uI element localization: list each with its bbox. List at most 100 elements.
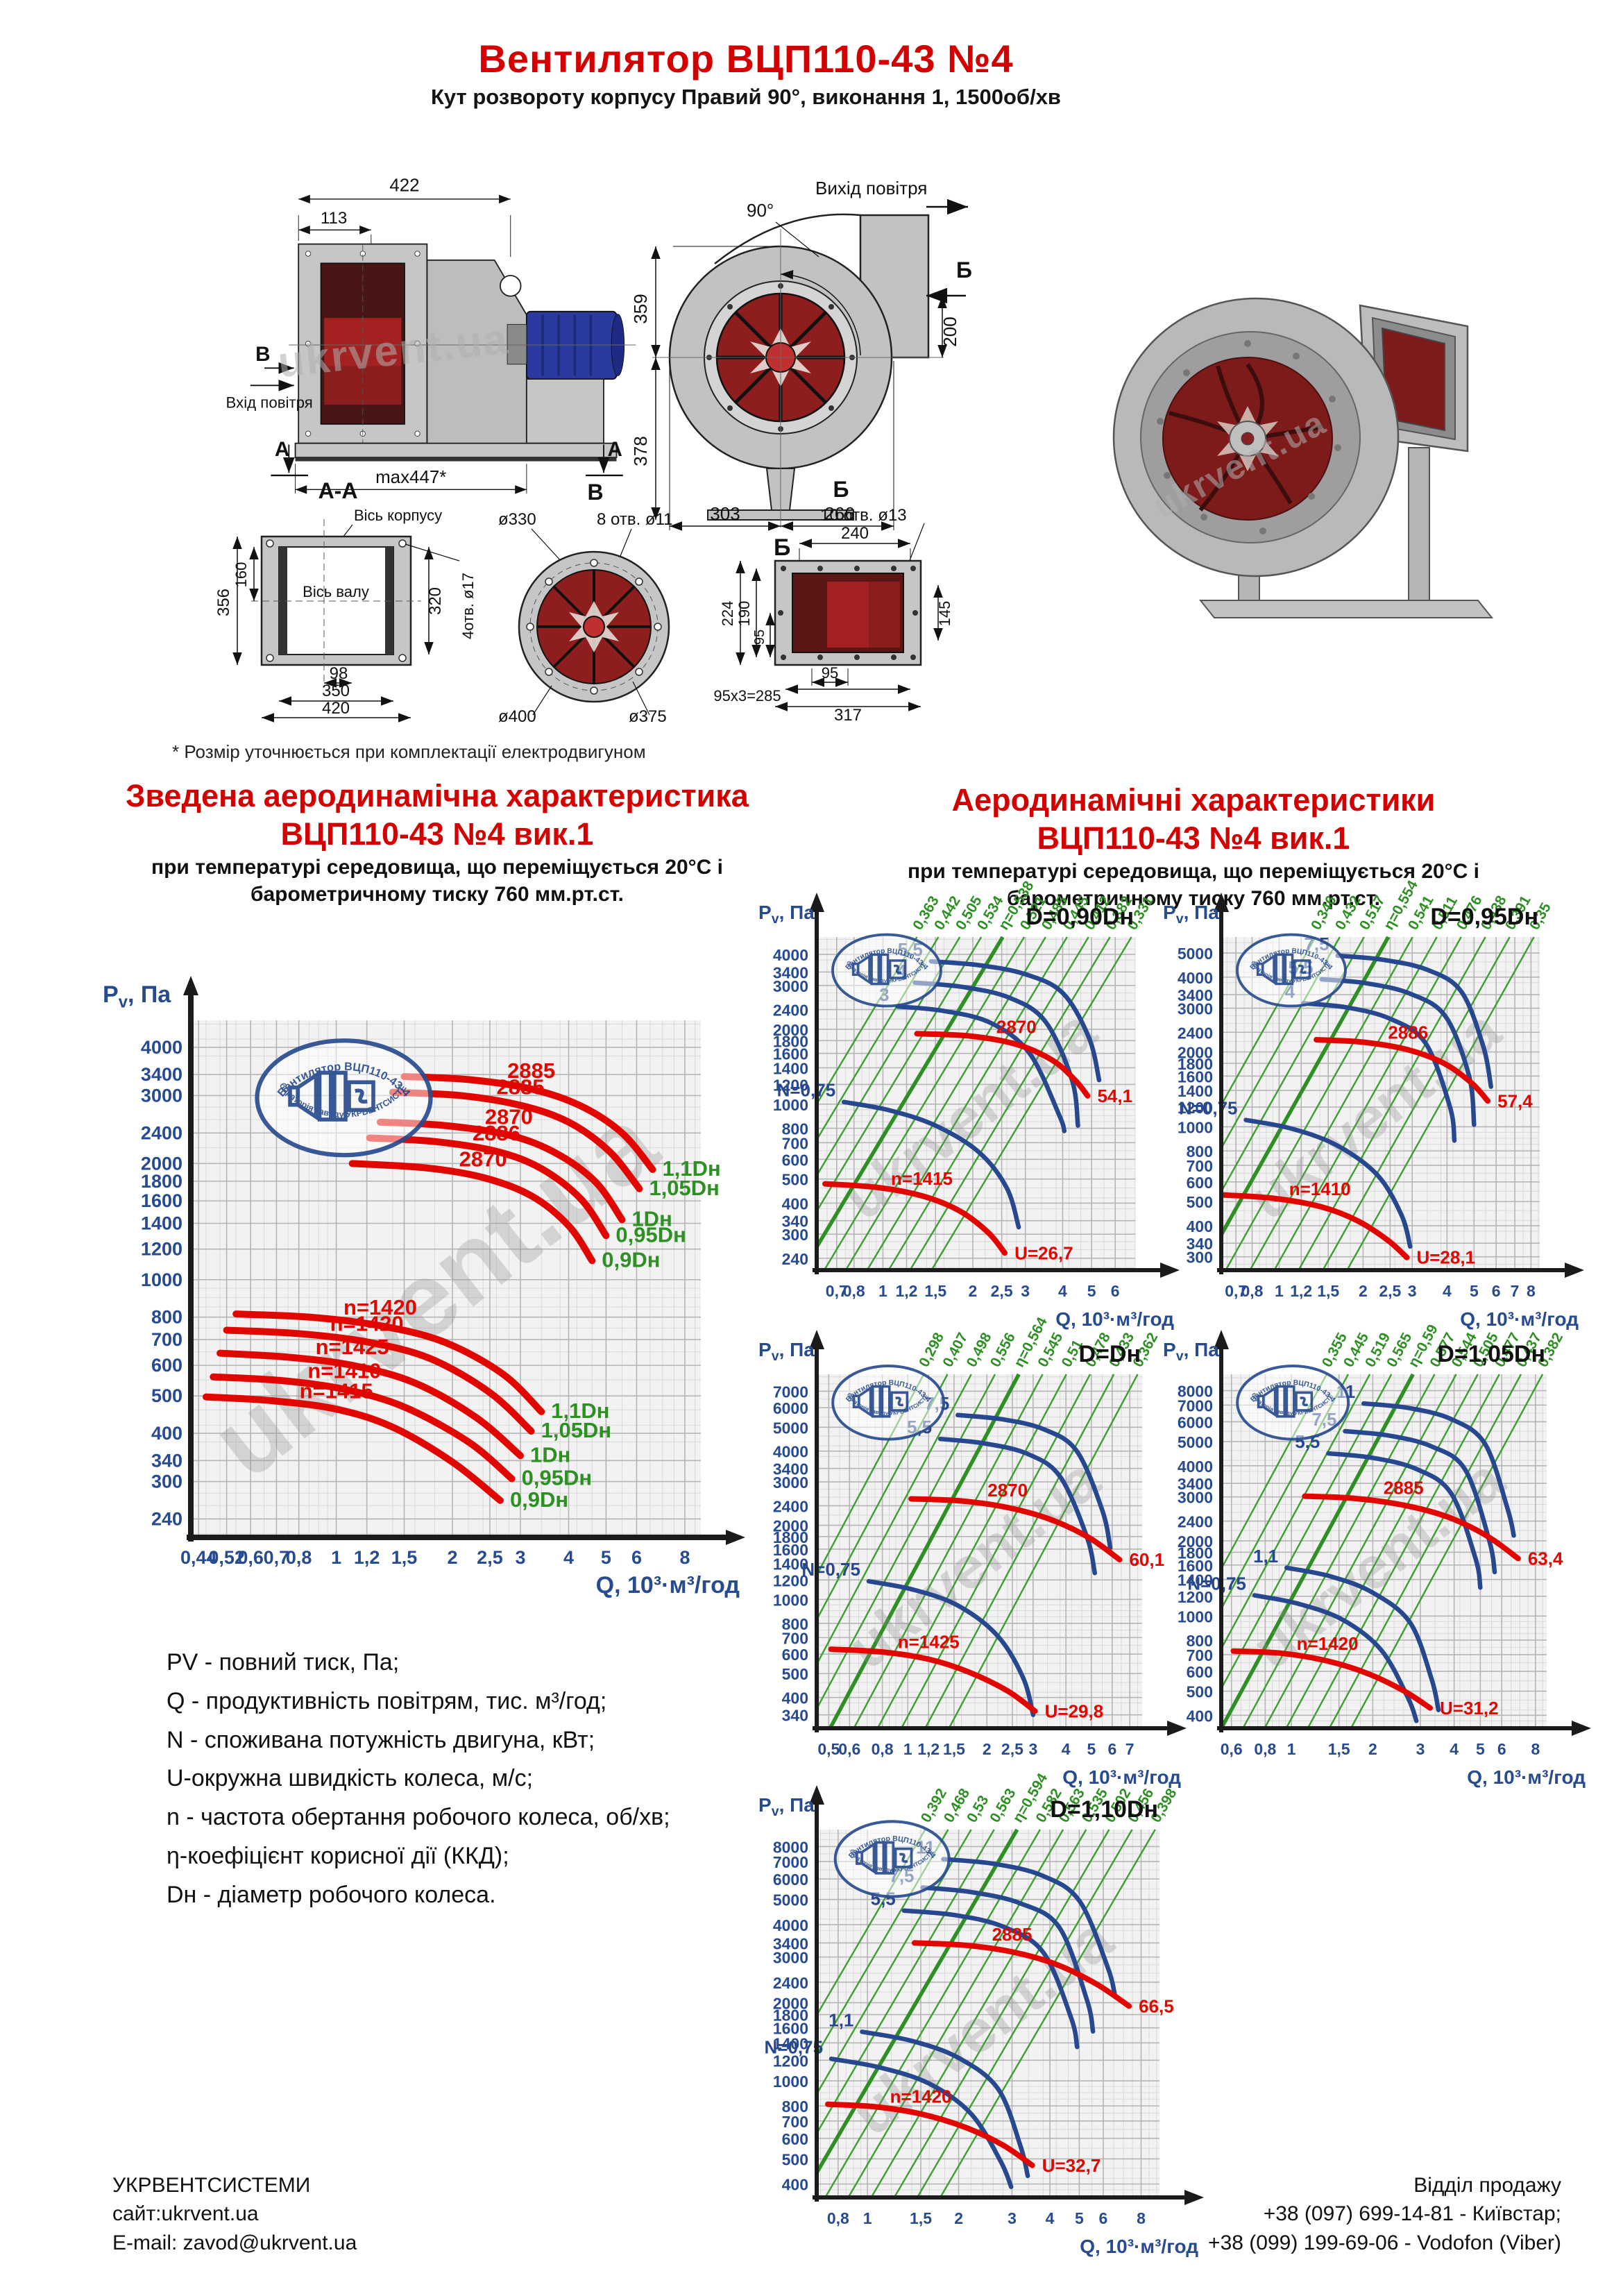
svg-text:D=0,90Dн: D=0,90Dн [1026, 904, 1134, 930]
drawing-section-aa: А-А Вісь корпусу Вісь валу 356 160 320 4… [214, 478, 477, 723]
svg-text:2886: 2886 [473, 1121, 520, 1145]
svg-text:3: 3 [1408, 1282, 1417, 1300]
svg-text:0,7: 0,7 [826, 1282, 848, 1300]
svg-text:60,1: 60,1 [1129, 1549, 1164, 1570]
holes-8x11: 8 отв. ø11 [597, 510, 673, 529]
svg-text:3000: 3000 [141, 1085, 182, 1106]
svg-text:0,8: 0,8 [286, 1547, 312, 1568]
sales-phone-2: +38 (099) 199-69-06 - Vodofon (Viber) [1208, 2231, 1561, 2254]
svg-text:1600: 1600 [773, 1541, 808, 1559]
sales-phone-1: +38 (097) 699-14-81 - Київстар; [1263, 2202, 1561, 2226]
svg-text:5: 5 [1087, 1740, 1096, 1758]
company-email: E-mail: zavod@ukrvent.ua [112, 2231, 357, 2254]
svg-text:6000: 6000 [773, 1871, 808, 1889]
dim-98: 98 [330, 664, 348, 683]
svg-text:0,8: 0,8 [827, 2209, 849, 2227]
company-name: УКРВЕНТСИСТЕМИ [112, 2174, 311, 2197]
dim-420: 420 [322, 699, 350, 718]
dim-240: 240 [841, 524, 869, 543]
svg-text:Pv, Па: Pv, Па [1163, 1339, 1219, 1364]
section-b-title: Б [833, 478, 849, 502]
svg-text:400: 400 [1187, 1217, 1213, 1235]
svg-text:0,9Dн: 0,9Dн [602, 1247, 660, 1272]
dim-95x3: 95x3=285 [713, 687, 781, 704]
svg-text:400: 400 [782, 1689, 808, 1707]
svg-text:6: 6 [631, 1547, 642, 1568]
svg-text:0,52: 0,52 [208, 1547, 245, 1568]
svg-text:700: 700 [782, 2113, 808, 2131]
svg-text:5: 5 [1470, 1282, 1479, 1300]
legend-item: N - споживана потужність двигуна, кВт; [167, 1726, 595, 1753]
dim-422: 422 [389, 176, 419, 196]
svg-text:600: 600 [782, 1646, 808, 1664]
drawing-section-v: В ø330 8 отв. ø11 ø400 ø375 [498, 480, 673, 726]
legend-item: Dн - діаметр робочого колеса. [167, 1881, 496, 1908]
svg-text:0,8: 0,8 [1254, 1740, 1276, 1758]
chart-svg: 0,3630,4420,5050,534η=0,5380,5210,4850,4… [758, 878, 1180, 1330]
svg-text:Q, 10³·м³/год: Q, 10³·м³/год [1467, 1766, 1586, 1788]
svg-text:400: 400 [782, 1195, 808, 1213]
svg-text:1200: 1200 [141, 1239, 182, 1260]
svg-text:2885: 2885 [1384, 1478, 1424, 1499]
svg-text:0,8: 0,8 [1241, 1282, 1263, 1300]
svg-text:3000: 3000 [773, 1474, 808, 1492]
svg-text:n=1420: n=1420 [1297, 1633, 1359, 1654]
svg-text:2885: 2885 [497, 1075, 545, 1099]
svg-text:n=1410: n=1410 [1289, 1179, 1351, 1199]
dim-359: 359 [630, 294, 651, 323]
svg-text:2,5: 2,5 [1001, 1740, 1023, 1758]
svg-text:0,7: 0,7 [1225, 1282, 1247, 1300]
svg-text:4000: 4000 [773, 1443, 808, 1461]
footer-sales-block: Відділ продажу +38 (097) 699-14-81 - Киї… [902, 2171, 1561, 2257]
holes-10x13: 10 отв. ø13 [820, 506, 907, 525]
svg-text:2000: 2000 [773, 1517, 808, 1535]
svg-text:1,5: 1,5 [943, 1740, 965, 1758]
drawing-section-b: Б 10 отв. ø13 240 224 190 95 145 95 95x3… [713, 478, 953, 725]
dim-190: 190 [736, 601, 753, 627]
dim-303: 303 [710, 503, 740, 524]
right-section-heading: Аеродинамічні характеристики ВЦП110-43 №… [826, 782, 1561, 912]
section-b-mark-front: Б [956, 258, 972, 282]
svg-text:n=1420: n=1420 [330, 1311, 404, 1335]
dim-356: 356 [214, 589, 233, 616]
svg-text:1600: 1600 [1178, 1557, 1213, 1575]
svg-text:3000: 3000 [773, 977, 808, 995]
svg-text:3400: 3400 [773, 1460, 808, 1478]
svg-text:600: 600 [782, 2130, 808, 2148]
svg-text:n=1415: n=1415 [891, 1168, 953, 1189]
svg-text:3400: 3400 [141, 1064, 182, 1085]
axis-shaft-label: Вісь валу [303, 583, 369, 600]
svg-text:1200: 1200 [773, 1571, 808, 1589]
svg-text:1: 1 [331, 1547, 341, 1568]
svg-text:600: 600 [151, 1355, 182, 1376]
svg-text:2: 2 [969, 1282, 978, 1300]
svg-text:1: 1 [863, 2209, 872, 2227]
svg-text:8: 8 [1531, 1740, 1540, 1758]
svg-text:8: 8 [1527, 1282, 1536, 1300]
holes-4x17: 4отв. ø17 [459, 573, 477, 639]
svg-text:3: 3 [1029, 1740, 1038, 1758]
svg-text:0,8: 0,8 [872, 1740, 894, 1758]
svg-text:2: 2 [954, 2209, 963, 2227]
svg-text:1400: 1400 [1178, 1082, 1213, 1100]
drawing-side-view: 422 113 В Вхід повітря А А [226, 176, 636, 494]
svg-text:1,2: 1,2 [896, 1282, 918, 1300]
dim-145: 145 [936, 601, 953, 627]
section-b-title-below: Б [774, 534, 791, 561]
svg-text:5: 5 [1087, 1282, 1096, 1300]
svg-text:5000: 5000 [773, 1419, 808, 1437]
svg-text:66,5: 66,5 [1139, 1995, 1174, 2016]
svg-text:3: 3 [1008, 2209, 1017, 2227]
svg-text:1200: 1200 [1178, 1099, 1213, 1117]
svg-text:1: 1 [1287, 1740, 1296, 1758]
svg-text:1600: 1600 [1178, 1067, 1213, 1086]
svg-text:U=32,7: U=32,7 [1042, 2155, 1101, 2176]
svg-text:700: 700 [782, 1629, 808, 1647]
svg-text:1,1: 1,1 [829, 2009, 853, 2030]
dim-330: ø330 [498, 510, 536, 529]
svg-text:1,2: 1,2 [354, 1547, 380, 1568]
svg-text:2,5: 2,5 [1379, 1282, 1401, 1300]
legend-item: Q - продуктивність повітрям, тис. м³/год… [167, 1687, 607, 1714]
outlet-label: Вихід повітря [815, 178, 927, 199]
svg-text:N=0,75: N=0,75 [1179, 1098, 1238, 1119]
